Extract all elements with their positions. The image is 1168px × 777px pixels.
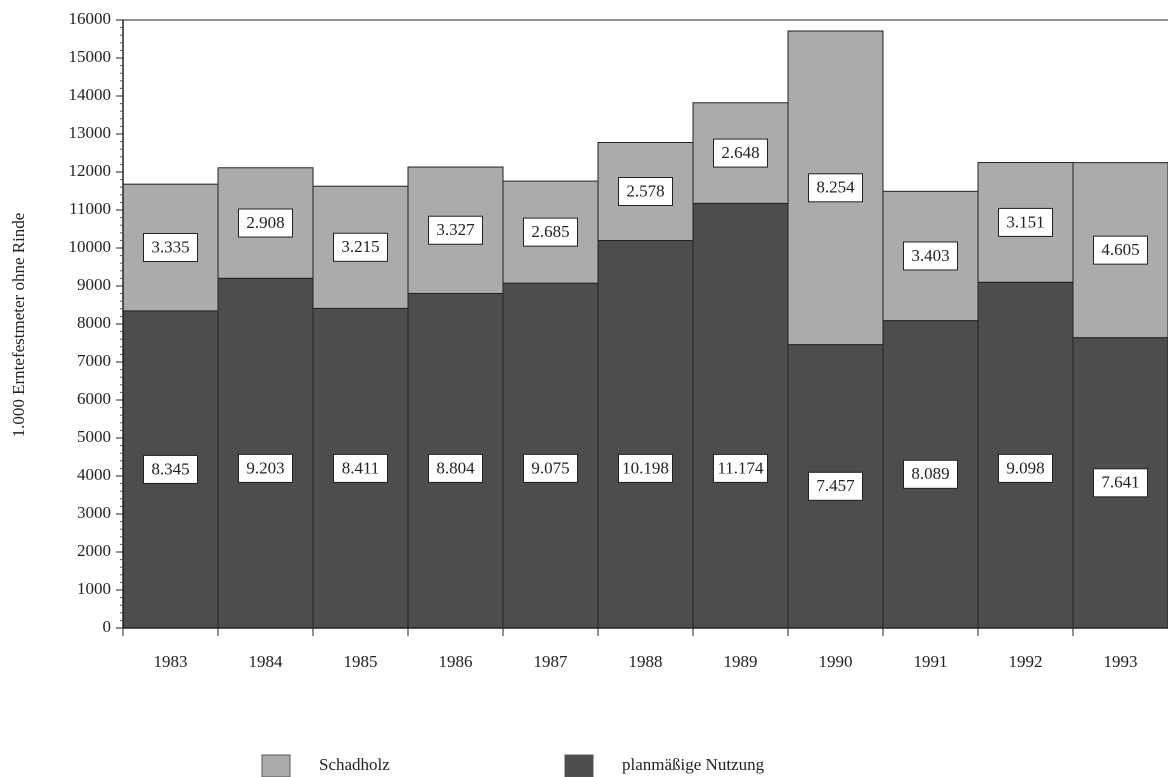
data-label: 9.098	[1006, 458, 1044, 477]
label-box	[998, 207, 1053, 237]
label-box	[618, 176, 673, 206]
data-label: 3.403	[911, 246, 949, 265]
x-tick-label: 1992	[1009, 652, 1043, 671]
data-label: 10.198	[622, 458, 669, 477]
y-tick-label: 1000	[77, 579, 111, 598]
y-tick-label: 8000	[77, 313, 111, 332]
label-box	[998, 453, 1053, 483]
label-box	[1093, 468, 1148, 498]
data-label: 2.685	[531, 222, 569, 241]
y-tick-label: 5000	[77, 427, 111, 446]
label-box	[1093, 235, 1148, 265]
x-tick-label: 1991	[914, 652, 948, 671]
data-label: 8.254	[816, 178, 855, 197]
label-box	[143, 454, 198, 484]
y-tick-label: 0	[103, 617, 112, 636]
y-tick-label: 12000	[69, 161, 112, 180]
x-tick-label: 1990	[819, 652, 853, 671]
y-tick-label: 6000	[77, 389, 111, 408]
y-axis-label: 1.000 Erntefestmeter ohne Rinde	[9, 213, 28, 438]
label-box	[903, 459, 958, 489]
label-box	[808, 173, 863, 203]
label-box	[523, 217, 578, 247]
data-label: 8.804	[436, 458, 475, 477]
y-tick-label: 16000	[69, 9, 112, 28]
label-box	[713, 138, 768, 168]
data-label: 2.648	[721, 143, 759, 162]
label-box	[903, 241, 958, 271]
data-label: 11.174	[717, 458, 764, 477]
label-box	[618, 453, 673, 483]
legend-swatch	[564, 754, 594, 777]
x-tick-label: 1988	[629, 652, 663, 671]
label-box	[808, 471, 863, 501]
data-label: 4.605	[1101, 240, 1139, 259]
label-box	[143, 233, 198, 263]
x-tick-label: 1993	[1104, 652, 1138, 671]
x-tick-label: 1989	[724, 652, 758, 671]
bar	[217, 277, 314, 629]
y-tick-label: 11000	[69, 199, 111, 218]
label-box	[238, 453, 293, 483]
data-label: 2.578	[626, 181, 664, 200]
x-tick-label: 1985	[344, 652, 378, 671]
y-tick-label: 10000	[69, 237, 112, 256]
y-tick-label: 4000	[77, 465, 111, 484]
x-tick-label: 1986	[439, 652, 473, 671]
data-label: 7.457	[816, 476, 855, 495]
y-tick-label: 14000	[69, 85, 112, 104]
label-box	[428, 453, 483, 483]
data-label: 3.215	[341, 237, 379, 256]
label-box	[333, 232, 388, 262]
y-tick-label: 2000	[77, 541, 111, 560]
label-box	[713, 453, 768, 483]
bar	[407, 166, 504, 294]
legend-label: Schadholz	[319, 755, 390, 774]
y-tick-label: 9000	[77, 275, 111, 294]
data-label: 7.641	[1101, 473, 1139, 492]
y-tick-label: 3000	[77, 503, 111, 522]
data-label: 3.335	[151, 237, 189, 256]
y-tick-label: 15000	[69, 47, 112, 66]
data-label: 2.908	[246, 213, 284, 232]
label-box	[428, 215, 483, 245]
bar	[597, 239, 694, 629]
x-tick-label: 1984	[249, 652, 284, 671]
x-tick-label: 1983	[154, 652, 188, 671]
y-tick-label: 13000	[69, 123, 112, 142]
data-label: 8.089	[911, 464, 949, 483]
data-label: 8.411	[342, 458, 380, 477]
data-label: 8.345	[151, 459, 189, 478]
y-tick-label: 7000	[77, 351, 111, 370]
label-box	[523, 453, 578, 483]
data-label: 9.203	[246, 458, 284, 477]
label-box	[238, 208, 293, 238]
data-label: 3.151	[1006, 212, 1044, 231]
data-label: 3.327	[436, 220, 475, 239]
legend-label: planmäßige Nutzung	[622, 755, 765, 774]
legend-swatch	[261, 754, 291, 777]
label-box	[333, 453, 388, 483]
bar	[692, 202, 789, 629]
x-tick-label: 1987	[534, 652, 569, 671]
data-label: 9.075	[531, 458, 569, 477]
